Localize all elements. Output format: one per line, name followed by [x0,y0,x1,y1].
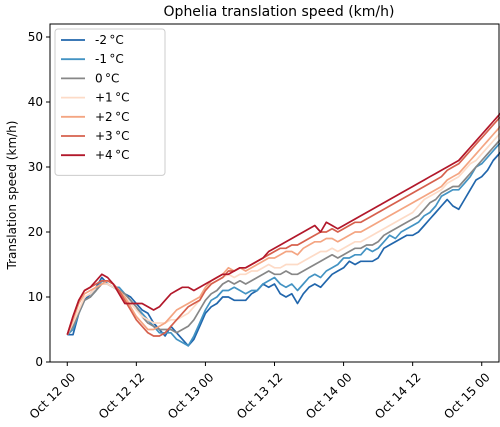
legend: -2 °C -1 °C 0 °C +1 °C +2 °C +3 °C +4 °C [54,28,166,176]
series-line-4 [66,125,500,336]
y-tick-label: 0 [35,355,43,369]
y-tick-label: 30 [28,160,43,174]
legend-label: 0 °C [95,71,119,85]
y-tick-label: 10 [28,290,43,304]
y-tick-label: 40 [28,95,43,109]
legend-box [54,28,166,176]
legend-label: +1 °C [95,91,129,105]
y-tick-label: 20 [28,225,43,239]
series-line-3 [66,132,500,336]
series-line-5 [66,116,500,337]
y-axis: 0 10 20 30 40 50 [28,30,50,369]
series-line-0 [67,151,500,347]
chart-title: Ophelia translation speed (km/h) [164,4,395,20]
series-layer [66,112,500,347]
y-axis-title: Translation speed (km/h) [5,121,19,271]
series-line-6 [66,112,500,335]
legend-label: +2 °C [95,110,129,124]
legend-label: +4 °C [95,148,129,162]
series-line-2 [66,139,500,336]
series-line-1 [66,142,500,347]
y-tick-label: 50 [28,30,43,44]
legend-label: +3 °C [95,129,129,143]
legend-label: -1 °C [95,52,124,66]
legend-label: -2 °C [95,33,124,47]
